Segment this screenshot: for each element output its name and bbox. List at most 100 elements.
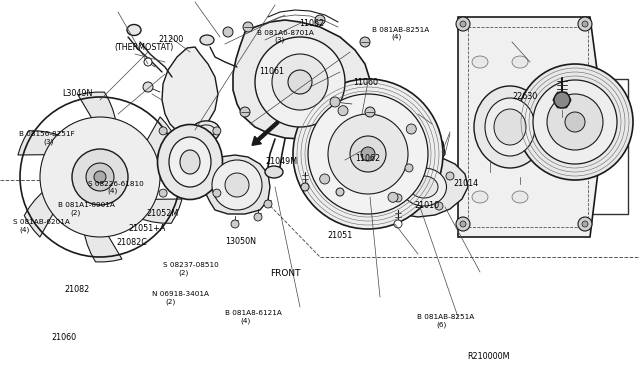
Polygon shape [162, 47, 218, 134]
Polygon shape [114, 199, 182, 223]
Circle shape [554, 92, 570, 108]
Ellipse shape [265, 166, 283, 178]
Circle shape [517, 64, 633, 180]
Circle shape [159, 189, 167, 197]
Circle shape [533, 80, 617, 164]
Text: (4): (4) [19, 227, 29, 233]
Text: 21051: 21051 [328, 231, 353, 240]
Circle shape [456, 217, 470, 231]
Circle shape [350, 136, 386, 172]
Text: (3): (3) [44, 138, 54, 145]
Polygon shape [365, 126, 445, 172]
Circle shape [86, 163, 114, 191]
Ellipse shape [401, 168, 447, 206]
Text: (THERMOSTAT): (THERMOSTAT) [114, 43, 173, 52]
Ellipse shape [472, 56, 488, 68]
Circle shape [254, 213, 262, 221]
Text: (2): (2) [165, 298, 175, 305]
Text: 21200: 21200 [159, 35, 184, 44]
Text: 22630: 22630 [512, 92, 537, 101]
Polygon shape [24, 177, 72, 237]
Text: S 08226-61810: S 08226-61810 [88, 181, 144, 187]
Text: 21052M: 21052M [146, 209, 178, 218]
Bar [510, 79, 628, 214]
Text: (4): (4) [240, 317, 250, 324]
Circle shape [460, 21, 466, 27]
Text: 21082C: 21082C [116, 238, 147, 247]
Polygon shape [83, 201, 122, 262]
Circle shape [320, 174, 330, 184]
Circle shape [394, 220, 402, 228]
Circle shape [338, 106, 348, 116]
Text: B 081A6-8701A: B 081A6-8701A [257, 30, 314, 36]
Ellipse shape [190, 121, 220, 143]
Ellipse shape [169, 137, 211, 187]
Text: B 081A1-0901A: B 081A1-0901A [58, 202, 115, 208]
Polygon shape [18, 131, 86, 155]
Circle shape [578, 217, 592, 231]
Bar [468, 27, 588, 227]
Text: B 08156-8251F: B 08156-8251F [19, 131, 75, 137]
Polygon shape [128, 117, 176, 177]
Circle shape [243, 22, 253, 32]
Text: (2): (2) [70, 209, 81, 216]
Circle shape [308, 94, 428, 214]
Circle shape [361, 147, 375, 161]
Circle shape [582, 21, 588, 27]
Text: (2): (2) [178, 269, 188, 276]
Circle shape [143, 82, 153, 92]
Text: 21014: 21014 [453, 179, 478, 187]
Text: (6): (6) [436, 321, 447, 328]
Ellipse shape [200, 35, 214, 45]
Circle shape [406, 124, 416, 134]
Text: 13050N: 13050N [225, 237, 256, 246]
Text: S 081AB-6201A: S 081AB-6201A [13, 219, 70, 225]
Text: B 081AB-8251A: B 081AB-8251A [417, 314, 474, 320]
Circle shape [225, 173, 249, 197]
Circle shape [360, 37, 370, 47]
Polygon shape [205, 155, 270, 214]
Text: 21051+A: 21051+A [128, 224, 165, 233]
Circle shape [231, 220, 239, 228]
Circle shape [72, 149, 128, 205]
Circle shape [328, 114, 408, 194]
Ellipse shape [180, 150, 200, 174]
Text: B 081AB-8251A: B 081AB-8251A [372, 27, 429, 33]
Polygon shape [553, 92, 571, 108]
Text: (4): (4) [392, 34, 402, 41]
Circle shape [336, 188, 344, 196]
Text: 11060: 11060 [353, 78, 378, 87]
Circle shape [394, 194, 402, 202]
Text: 21010: 21010 [415, 201, 440, 210]
Circle shape [159, 127, 167, 135]
Circle shape [330, 97, 340, 107]
Text: 11062: 11062 [300, 19, 324, 28]
Circle shape [264, 200, 272, 208]
Ellipse shape [157, 125, 223, 199]
Ellipse shape [378, 158, 392, 170]
Text: (3): (3) [274, 37, 284, 44]
Ellipse shape [127, 25, 141, 35]
Circle shape [582, 221, 588, 227]
Text: 21049M: 21049M [266, 157, 298, 166]
Ellipse shape [512, 56, 528, 68]
Circle shape [240, 107, 250, 117]
Circle shape [460, 221, 466, 227]
Text: R210000M: R210000M [467, 352, 509, 361]
Circle shape [223, 27, 233, 37]
Text: 11062: 11062 [355, 154, 380, 163]
Circle shape [565, 112, 585, 132]
Circle shape [213, 127, 221, 135]
Circle shape [144, 58, 152, 66]
Circle shape [315, 15, 325, 25]
Circle shape [578, 17, 592, 31]
Ellipse shape [494, 109, 526, 145]
Circle shape [40, 117, 160, 237]
Polygon shape [458, 17, 598, 237]
Text: 21082: 21082 [64, 285, 89, 294]
Circle shape [547, 94, 603, 150]
Circle shape [388, 192, 398, 202]
Ellipse shape [410, 176, 438, 198]
Text: 21060: 21060 [51, 333, 76, 342]
Text: FRONT: FRONT [270, 269, 301, 278]
